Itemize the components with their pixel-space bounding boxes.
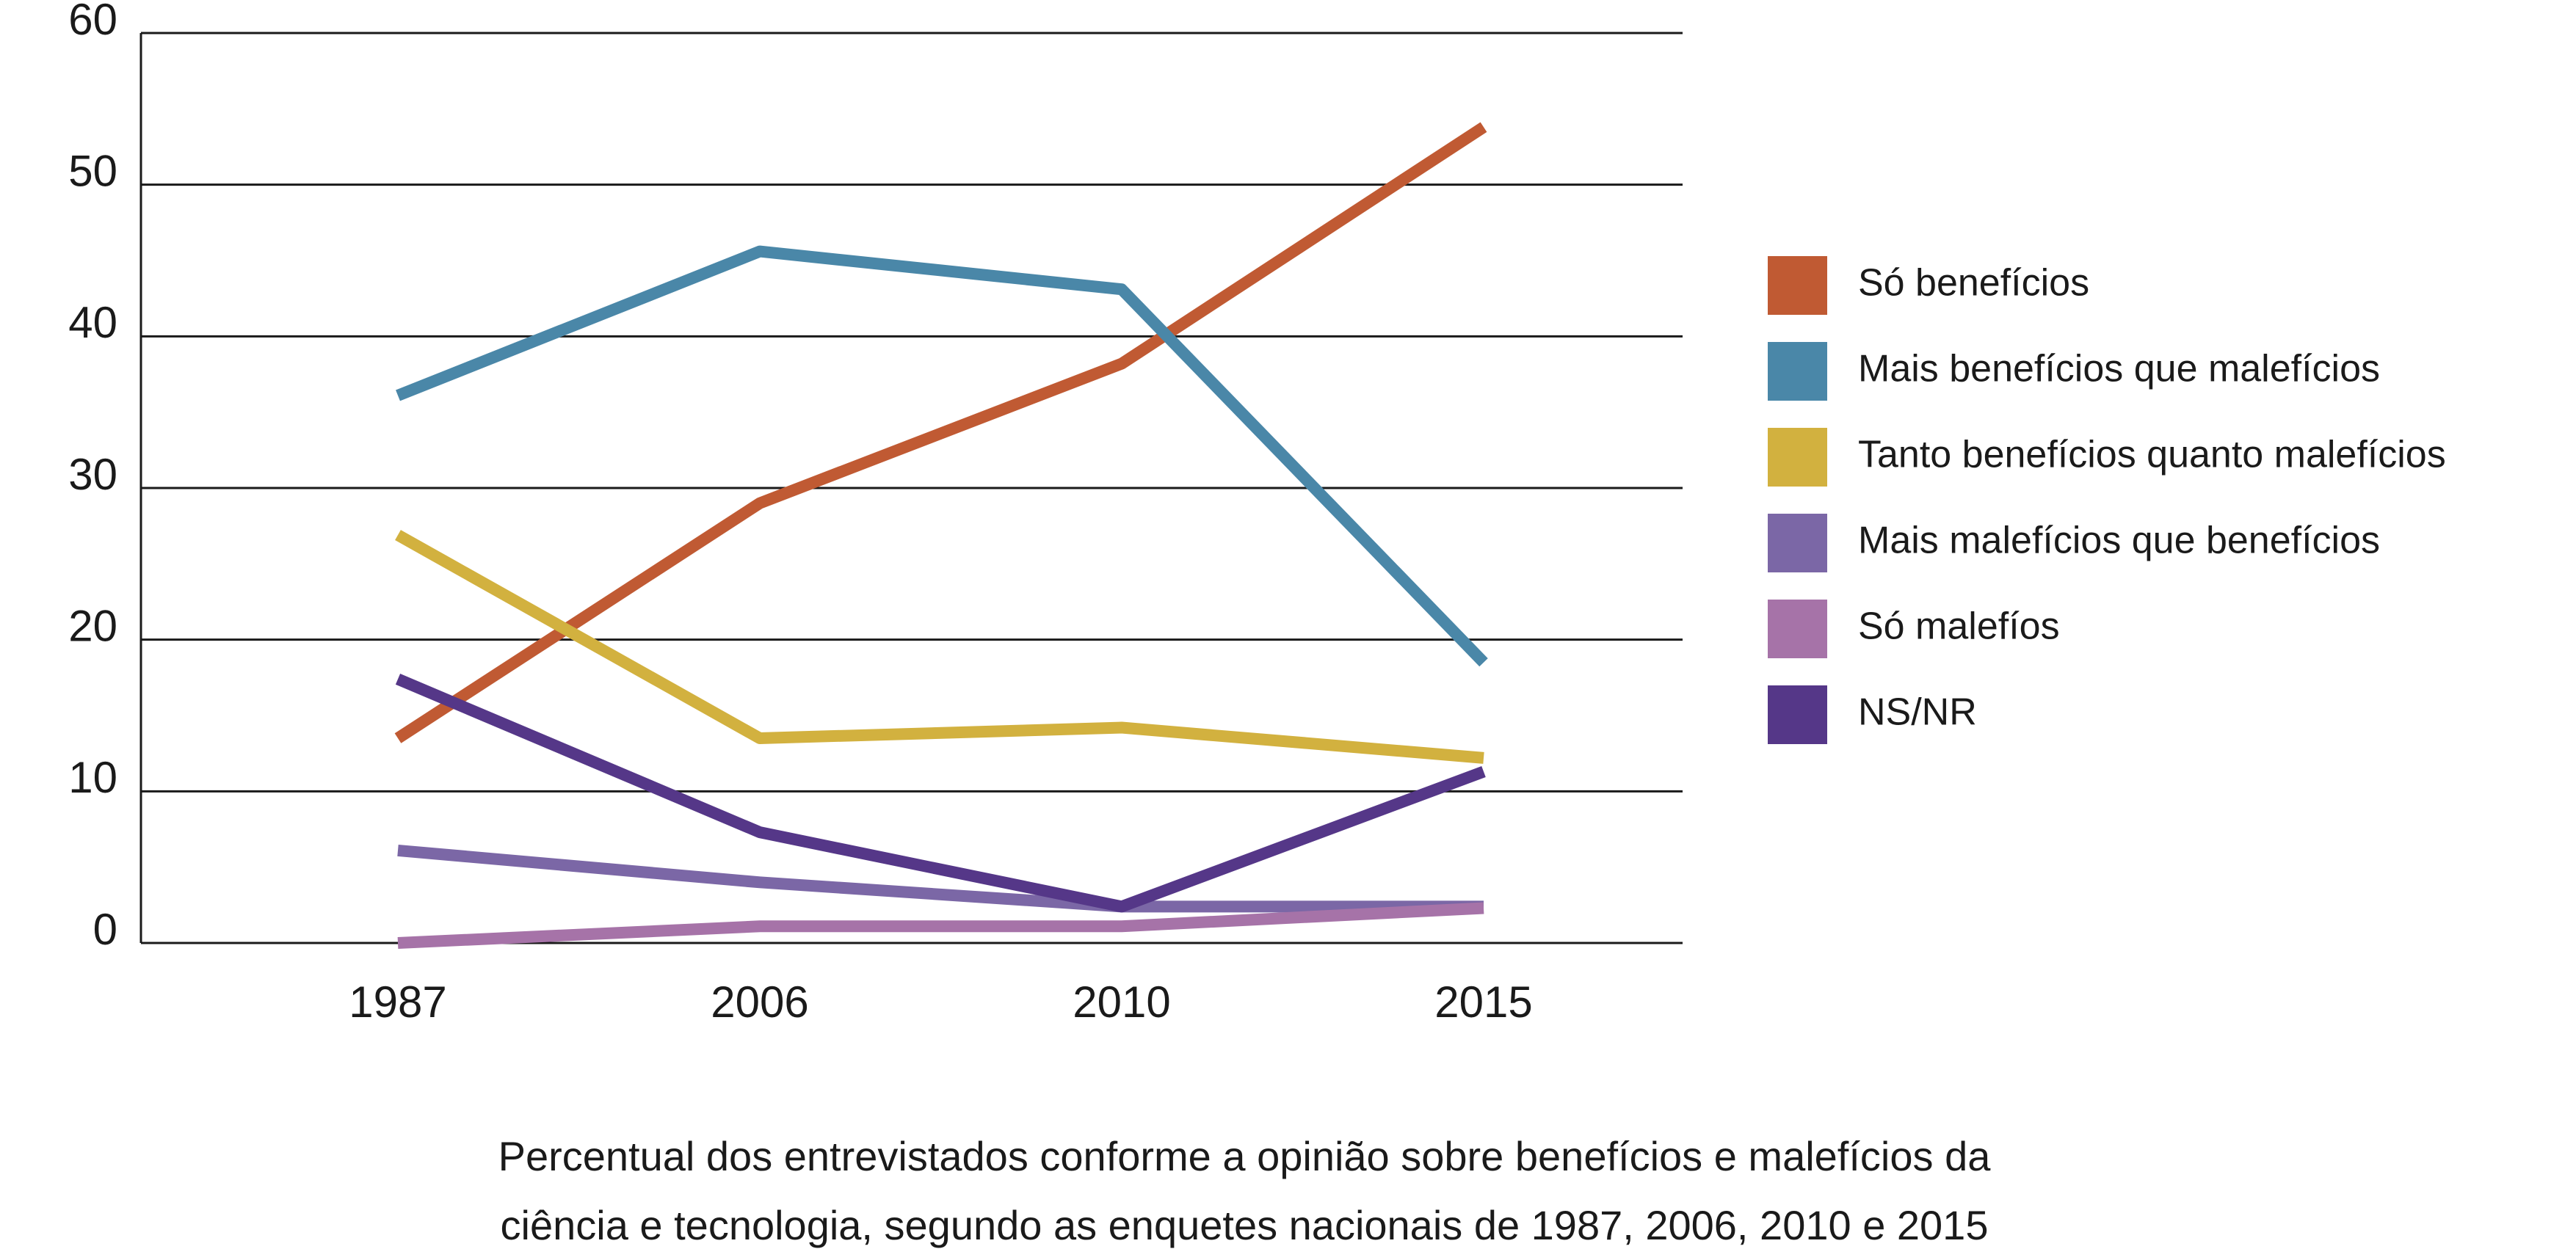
series-line [396,245,1488,667]
y-tick-label: 20 [68,602,117,651]
legend-label: Só malefíos [1858,605,2060,648]
x-tick-label: 2015 [1434,977,1532,1027]
chart-title: ciência e tecnologia, segundo as enquete… [501,1202,1989,1248]
legend-label: Mais malefícios que benefícios [1858,520,2380,562]
series-line [395,674,1486,913]
legend-swatch [1768,342,1827,401]
y-tick-label: 50 [68,147,117,196]
y-tick-label: 30 [68,450,117,499]
legend-label: Mais benefícios que malefícios [1858,348,2380,390]
series-line [397,902,1484,949]
legend-swatch [1768,514,1827,572]
x-tick-label: 2010 [1073,977,1170,1027]
legend-label: Tanto benefícios quanto malefícios [1858,434,2446,476]
x-tick-label: 1987 [349,977,446,1027]
series-line [395,530,1484,764]
y-tick-label: 60 [68,0,117,44]
y-tick-label: 40 [68,298,117,347]
legend-swatch [1768,256,1827,315]
legend-swatch [1768,600,1827,658]
y-tick-label: 0 [93,905,117,954]
x-tick-label: 2006 [711,977,808,1027]
series-line [394,122,1487,743]
legend-label: NS/NR [1858,691,1977,734]
legend-swatch [1768,428,1827,487]
chart-title: Percentual dos entrevistados conforme a … [498,1133,1992,1179]
legend-swatch [1768,685,1827,744]
series-line [397,844,1484,913]
legend-label: Só benefícios [1858,262,2089,305]
y-tick-label: 10 [68,753,117,802]
